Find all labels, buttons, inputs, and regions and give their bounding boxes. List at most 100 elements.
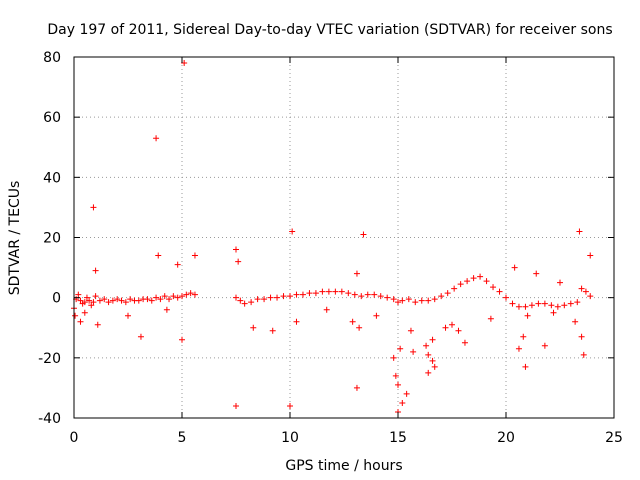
data-point <box>522 303 529 310</box>
data-point <box>174 261 181 268</box>
data-point <box>280 293 287 300</box>
data-point <box>77 297 84 304</box>
data-point <box>109 297 116 304</box>
data-point <box>470 275 477 282</box>
data-point <box>405 296 412 303</box>
data-point <box>287 293 293 300</box>
data-point <box>520 333 527 340</box>
axis-ticks <box>73 56 615 419</box>
data-point <box>444 290 451 297</box>
data-point <box>390 354 397 361</box>
data-point <box>490 284 497 291</box>
data-point <box>377 293 384 300</box>
x-axis-label: GPS time / hours <box>285 458 402 474</box>
data-point <box>587 293 594 300</box>
tick-labels: 0 5 10 15 20 25 -40 -20 0 20 40 60 80 <box>38 50 623 446</box>
data-point <box>96 297 103 304</box>
y-tick-label: -40 <box>38 411 61 427</box>
data-point <box>163 306 170 313</box>
data-point <box>356 324 363 331</box>
data-point <box>535 300 542 307</box>
data-point <box>574 299 581 306</box>
x-tick-label: 0 <box>70 430 79 446</box>
data-point <box>511 264 518 271</box>
data-point <box>587 252 594 259</box>
data-point <box>515 345 522 352</box>
data-point <box>503 294 509 301</box>
data-point <box>101 296 108 303</box>
data-point <box>153 294 160 301</box>
data-point <box>191 252 198 259</box>
data-point <box>118 297 125 304</box>
data-point <box>403 390 410 397</box>
data-point <box>94 321 101 328</box>
data-point <box>287 402 293 409</box>
data-point <box>293 291 300 298</box>
data-point <box>306 290 313 297</box>
data-point <box>122 299 129 306</box>
data-point <box>191 291 198 298</box>
data-points <box>71 60 594 415</box>
y-tick-label: 40 <box>43 170 61 186</box>
data-point <box>578 333 585 340</box>
data-point <box>233 402 239 409</box>
data-point <box>81 309 88 316</box>
data-point <box>524 312 531 319</box>
data-point <box>399 399 406 406</box>
data-point <box>576 228 583 235</box>
data-point <box>338 288 345 295</box>
data-point <box>541 300 548 307</box>
data-point <box>397 345 404 352</box>
data-point <box>235 258 242 265</box>
data-point <box>293 318 300 325</box>
data-point <box>431 363 438 370</box>
data-point <box>580 351 587 358</box>
data-point <box>299 291 306 298</box>
data-point <box>274 294 281 301</box>
data-point <box>483 278 490 285</box>
x-tick-label: 20 <box>497 430 515 446</box>
data-point <box>395 381 401 388</box>
data-point <box>345 290 352 297</box>
data-point <box>148 297 155 304</box>
data-point <box>332 288 339 295</box>
data-point <box>125 312 131 319</box>
data-point <box>267 294 274 301</box>
data-point <box>407 327 414 334</box>
data-point <box>464 278 471 285</box>
data-point <box>72 312 79 319</box>
data-point <box>533 270 540 277</box>
data-point <box>451 285 458 292</box>
data-point <box>399 297 406 304</box>
data-point <box>90 204 97 211</box>
data-point <box>312 290 319 297</box>
data-point <box>155 252 162 259</box>
data-point <box>237 297 244 304</box>
y-axis-label: SDTVAR / TECUs <box>7 181 23 296</box>
data-point <box>522 363 529 370</box>
data-point <box>81 299 88 306</box>
data-point <box>187 290 194 297</box>
data-point <box>144 296 151 303</box>
data-point <box>153 135 160 142</box>
data-point <box>477 273 484 280</box>
data-point <box>561 302 568 309</box>
data-point <box>541 342 548 349</box>
grid-lines <box>74 57 614 418</box>
data-point <box>410 348 417 355</box>
data-point <box>319 288 326 295</box>
y-tick-label: 60 <box>43 110 61 126</box>
x-tick-label: 25 <box>605 430 623 446</box>
data-point <box>425 351 432 358</box>
data-point <box>395 299 401 306</box>
data-point <box>572 318 579 325</box>
data-point <box>86 297 93 304</box>
data-point <box>457 281 464 288</box>
data-point <box>233 246 239 253</box>
data-point <box>92 267 99 274</box>
y-tick-label: 0 <box>52 291 61 307</box>
data-point <box>364 291 371 298</box>
x-tick-label: 5 <box>178 430 187 446</box>
data-point <box>351 291 358 298</box>
